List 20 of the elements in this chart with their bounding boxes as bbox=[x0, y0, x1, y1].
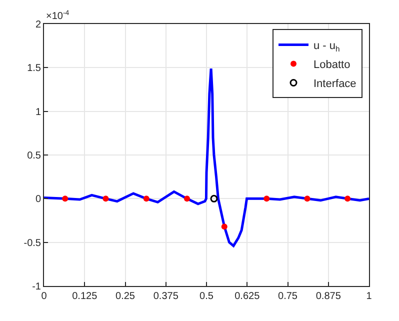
line-series bbox=[44, 67, 369, 248]
x-tick-label: 0.375 bbox=[153, 291, 179, 302]
text: ×10$^{-4}$ bbox=[46, 10, 70, 22]
x-tick-label: 1 bbox=[366, 291, 372, 302]
y-tick-label: 2 bbox=[35, 20, 42, 30]
y-tick-label: -0.5 bbox=[24, 238, 42, 249]
y-tick-label: 0.5 bbox=[27, 150, 42, 162]
x-tick-label: 0.125 bbox=[72, 291, 98, 302]
y-tick-label: 1.5 bbox=[27, 63, 42, 74]
legend-label: Interface bbox=[314, 78, 356, 90]
x-tick-label: 0.875 bbox=[316, 291, 342, 302]
y-tick-label: 0 bbox=[35, 194, 42, 206]
x-tick-label: 0.25 bbox=[116, 291, 136, 302]
y-tick-label: 1 bbox=[35, 106, 42, 118]
legend-label: u - u$_{h}$ bbox=[314, 40, 340, 54]
y-tick-label: -1 bbox=[32, 282, 42, 292]
x-tick-label: 0.75 bbox=[278, 291, 298, 302]
x-tick-label: 0.5 bbox=[200, 291, 214, 302]
legend-label: Lobatto bbox=[314, 59, 350, 72]
x-tick-label: 0.625 bbox=[234, 291, 260, 302]
